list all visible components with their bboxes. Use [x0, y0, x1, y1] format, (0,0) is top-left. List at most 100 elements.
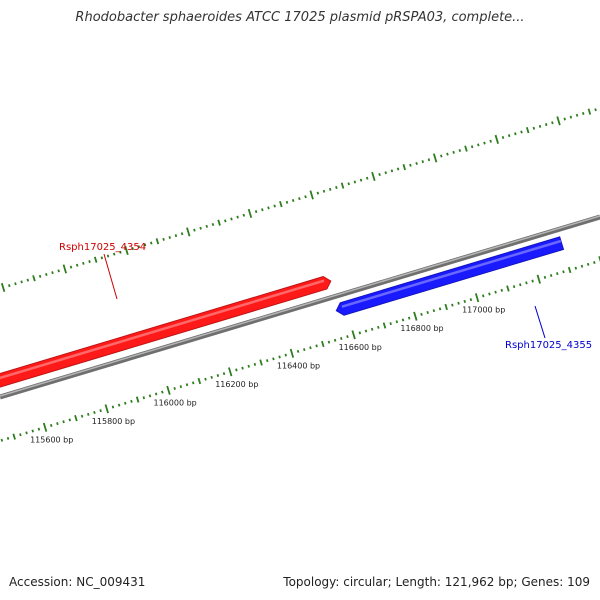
outer-tick-mark: [14, 282, 17, 286]
inner-tick-mark: [549, 274, 553, 278]
outer-tick-mark: [507, 134, 511, 138]
inner-tick-mark: [19, 433, 22, 437]
inner-tick-mark: [500, 288, 503, 292]
outer-tick-mark: [124, 245, 129, 256]
inner-tick-mark: [148, 394, 152, 398]
inner-tick-mark: [358, 331, 362, 335]
inner-tick-mark: [543, 275, 547, 279]
inner-tick-mark: [235, 368, 238, 372]
inner-tick-mark: [474, 293, 480, 303]
outer-tick-mark: [520, 130, 523, 134]
outer-tick-mark: [538, 124, 542, 128]
inner-tick-mark: [413, 311, 418, 321]
outer-tick-mark: [119, 250, 122, 254]
position-label: 115600 bp: [30, 435, 73, 444]
inner-tick-mark: [216, 373, 220, 377]
inner-tick-mark: [370, 327, 374, 331]
inner-tick-mark: [68, 418, 71, 422]
inner-tick-mark: [87, 412, 90, 416]
inner-tick-mark: [562, 270, 565, 274]
outer-tick-mark: [131, 247, 134, 251]
inner-tick-mark: [117, 403, 121, 407]
outer-tick-mark: [291, 198, 295, 202]
inner-tick-mark: [444, 303, 448, 311]
inner-tick-mark: [99, 409, 102, 413]
inner-tick-mark: [124, 401, 127, 405]
outer-tick-mark: [242, 213, 246, 217]
inner-tick-mark: [247, 364, 250, 368]
outer-tick-mark: [544, 123, 548, 127]
inner-tick-mark: [259, 359, 263, 366]
outer-tick-mark: [489, 139, 492, 143]
outer-tick-mark: [51, 271, 54, 275]
outer-tick-mark: [88, 260, 91, 264]
outer-tick-mark: [205, 224, 209, 228]
outer-tick-mark: [569, 115, 573, 119]
inner-tick-mark: [519, 283, 522, 287]
outer-tick-mark: [556, 116, 561, 126]
inner-tick-mark: [142, 396, 146, 400]
inner-tick-mark: [315, 344, 318, 348]
inner-tick-mark: [25, 431, 28, 435]
outer-tick-mark: [8, 284, 11, 288]
outer-tick-mark: [298, 197, 301, 201]
outer-tick-mark: [26, 278, 30, 282]
inner-tick-mark: [37, 427, 41, 431]
gene-label-Rsph17025_4355[interactable]: Rsph17025_4355: [505, 340, 592, 351]
outer-tick-mark: [273, 204, 276, 208]
outer-tick-mark: [236, 215, 239, 219]
inner-tick-mark: [395, 320, 399, 324]
outer-tick-mark: [211, 223, 215, 227]
inner-tick-mark: [525, 281, 528, 285]
outer-tick-mark: [587, 108, 592, 115]
gene-arrow-Rsph17025_4355[interactable]: [335, 236, 565, 316]
inner-tick-mark: [488, 292, 491, 296]
inner-tick-mark: [241, 366, 244, 370]
outer-tick-mark: [390, 169, 394, 173]
inner-tick-mark: [531, 279, 534, 283]
inner-tick-mark: [6, 436, 10, 440]
gene-labels: Rsph17025_4354 Rsph17025_4355: [59, 242, 592, 351]
outer-tick-mark: [514, 132, 517, 136]
outer-tick-mark: [464, 145, 468, 152]
outer-tick-mark: [328, 187, 332, 191]
gene-features: [0, 236, 565, 392]
outer-tick-mark: [440, 154, 443, 158]
outer-tick-mark: [353, 180, 357, 184]
inner-tick-mark: [327, 340, 331, 344]
inner-tick-mark: [278, 355, 281, 359]
outer-tick-mark: [168, 235, 171, 239]
outer-tick-mark: [106, 254, 110, 258]
inner-tick-mark: [451, 303, 454, 307]
inner-tick-mark: [351, 330, 356, 340]
inner-tick-mark: [580, 264, 584, 268]
outer-tick-mark: [563, 117, 566, 121]
inner-tick-mark: [228, 367, 233, 377]
inner-tick-mark: [377, 325, 380, 329]
outer-tick-mark: [62, 264, 67, 274]
outer-tick-mark: [365, 176, 369, 180]
outer-tick-mark: [581, 111, 585, 115]
outer-tick-mark: [446, 152, 449, 156]
inner-tick-mark: [104, 404, 109, 414]
gene-arrow-Rsph17025_4354[interactable]: [0, 276, 332, 392]
outer-tick-mark: [371, 171, 376, 181]
inner-tick-mark: [173, 386, 176, 390]
inner-tick-mark: [135, 396, 140, 403]
inner-tick-mark: [197, 377, 202, 385]
outer-tick-mark: [483, 141, 486, 145]
outer-tick-mark: [100, 256, 104, 260]
inner-tick-mark: [222, 372, 226, 376]
inner-tick-mark: [12, 433, 16, 440]
gene-label-Rsph17025_4354[interactable]: Rsph17025_4354: [59, 242, 146, 253]
inner-tick-mark: [333, 338, 337, 342]
outer-tick-mark: [199, 226, 202, 230]
outer-tick-mark: [155, 238, 160, 245]
position-label: 115800 bp: [92, 417, 135, 426]
inner-tick-mark: [420, 312, 423, 316]
inner-tick-mark: [253, 362, 257, 366]
outer-tick-mark: [304, 195, 307, 199]
inner-tick-mark: [469, 298, 473, 302]
